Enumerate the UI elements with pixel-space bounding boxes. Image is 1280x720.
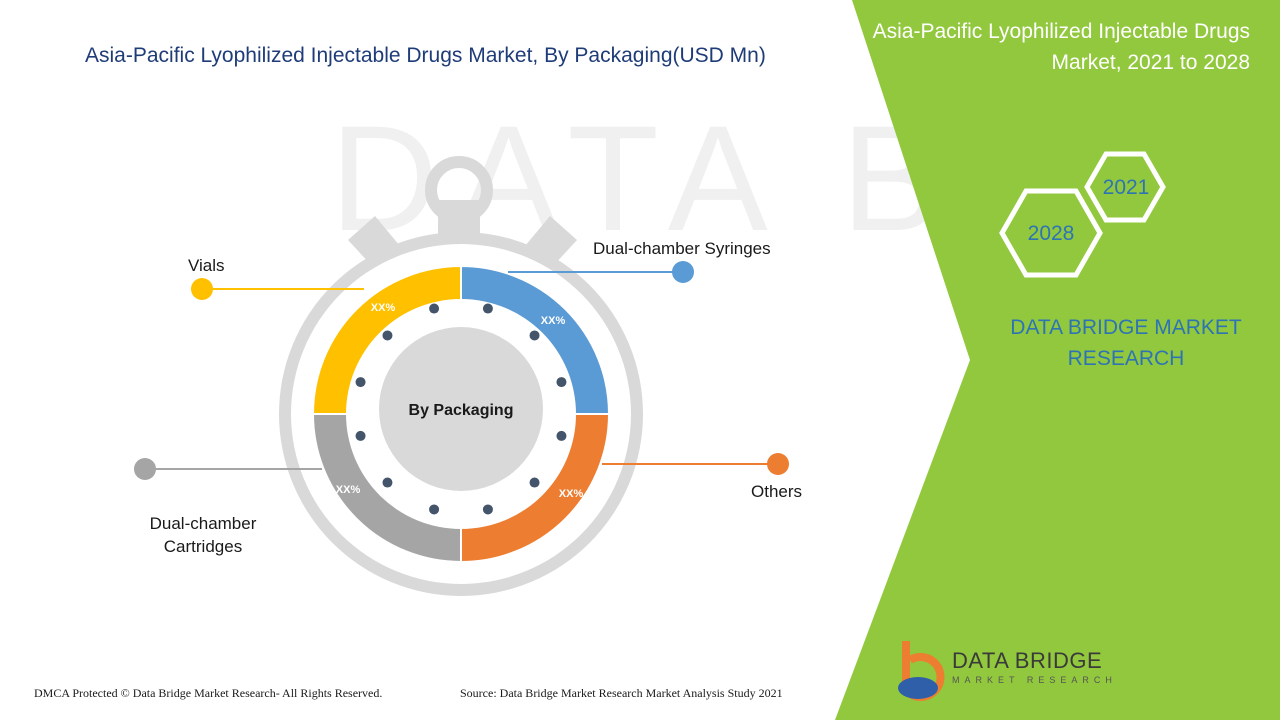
hexagon-2028 <box>999 188 1103 278</box>
footer-copyright: DMCA Protected © Data Bridge Market Rese… <box>34 686 383 700</box>
value-label-others: XX% <box>559 488 584 500</box>
side-panel-bg <box>835 0 1280 720</box>
tick-dot <box>556 377 567 388</box>
tick-dot <box>429 504 440 515</box>
label-dual-chamber-cartridges: Dual-chamber Cartridges <box>149 514 257 556</box>
hexagon-2021 <box>1084 151 1166 223</box>
tick-dots <box>355 303 567 515</box>
side-panel-title: Asia-Pacific Lyophilized Injectable Drug… <box>872 20 1250 74</box>
marker-dual-chamber-syringes <box>672 261 694 283</box>
label-dual-chamber-syringes: Dual-chamber Syringes <box>593 239 771 258</box>
marker-vials <box>191 278 213 300</box>
year-end: 2028 <box>1028 222 1075 245</box>
logo-name: DATA BRIDGE <box>952 648 1103 673</box>
tick-dot <box>355 430 366 441</box>
logo-tagline: MARKET RESEARCH <box>952 675 1117 685</box>
tick-dot <box>382 330 393 341</box>
tick-dot <box>529 330 540 341</box>
label-others: Others <box>751 482 803 501</box>
tick-dot <box>382 477 393 488</box>
tick-dot <box>482 504 493 515</box>
logo-icon <box>898 641 945 701</box>
tick-dot <box>355 377 366 388</box>
value-label-dual-chamber-syringes: XX% <box>541 315 566 327</box>
marker-dual-chamber-cartridges <box>134 458 156 480</box>
value-label-vials: XX% <box>371 302 396 314</box>
center-label: By Packaging <box>409 402 514 419</box>
label-vials: Vials <box>188 256 225 275</box>
tick-dot <box>482 303 493 314</box>
marker-others <box>767 453 789 475</box>
value-label-dual-chamber-cartridges: XX% <box>336 484 361 496</box>
tick-dot <box>429 303 440 314</box>
tick-dot <box>529 477 540 488</box>
tick-dot <box>556 430 567 441</box>
brand-name: DATA BRIDGE MARKET RESEARCH <box>1010 316 1242 370</box>
center-hub <box>379 327 543 491</box>
chart-title: Asia-Pacific Lyophilized Injectable Drug… <box>85 44 766 67</box>
footer-source: Source: Data Bridge Market Research Mark… <box>460 686 783 700</box>
year-start: 2021 <box>1103 176 1150 199</box>
